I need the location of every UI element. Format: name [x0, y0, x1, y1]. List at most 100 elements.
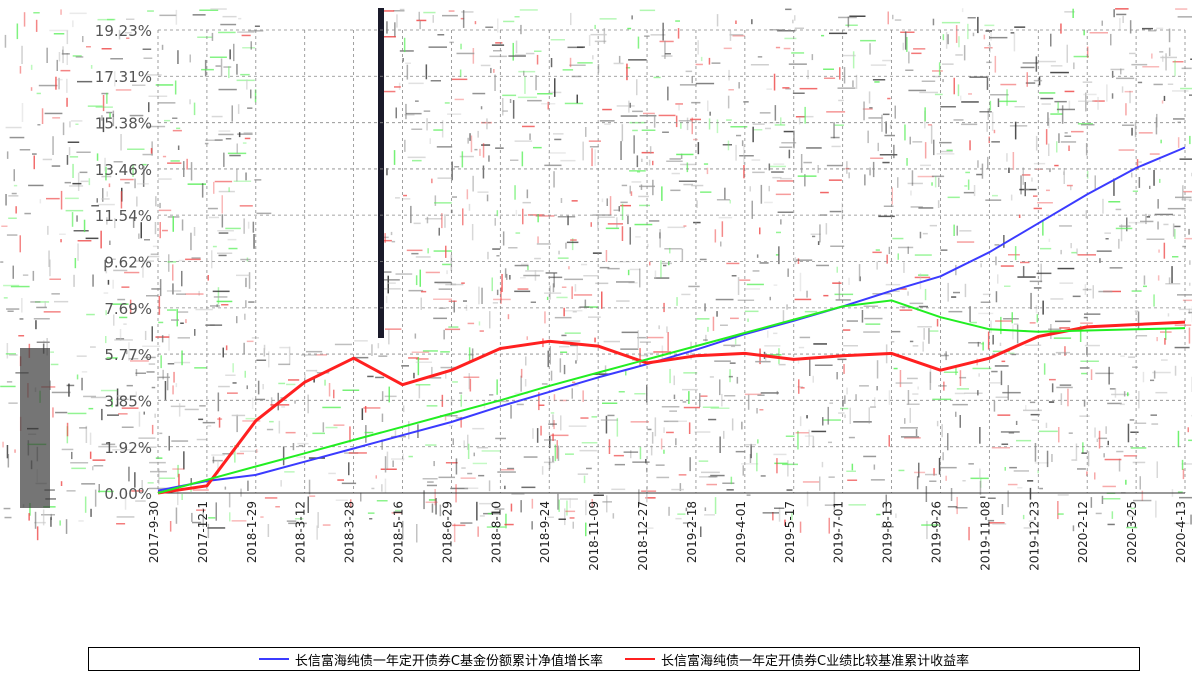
scan-texture-mark	[846, 388, 848, 395]
scan-texture-mark	[565, 310, 583, 312]
scan-texture-mark	[828, 442, 832, 444]
scan-texture-mark	[631, 191, 633, 196]
scan-texture-mark	[181, 271, 183, 286]
scan-texture-mark	[520, 277, 526, 279]
scan-texture-mark	[1119, 18, 1121, 30]
scan-texture-mark	[634, 393, 645, 395]
scan-texture-mark	[180, 323, 184, 325]
scan-texture-mark	[1076, 444, 1078, 461]
scan-texture-mark	[7, 381, 12, 383]
scan-texture-mark	[592, 416, 598, 418]
scan-texture-mark	[1115, 8, 1129, 10]
scan-texture-mark	[508, 55, 526, 57]
scan-texture-mark	[560, 160, 575, 162]
scan-texture-mark	[522, 152, 524, 167]
scan-texture-mark	[747, 284, 764, 286]
scan-texture-mark	[67, 423, 69, 437]
scan-texture-mark	[255, 26, 260, 28]
scan-texture-mark	[1056, 352, 1070, 354]
scan-texture-mark	[1154, 84, 1163, 86]
scan-texture-mark	[236, 275, 250, 277]
scan-texture-mark	[984, 25, 994, 27]
scan-texture-mark	[780, 117, 782, 124]
scan-texture-mark	[67, 490, 76, 492]
scan-texture-mark	[1073, 525, 1075, 531]
scan-texture-mark	[537, 236, 539, 243]
scan-texture-mark	[106, 93, 108, 104]
scan-texture-mark	[481, 106, 483, 109]
scan-texture-mark	[245, 173, 247, 181]
scan-texture-mark	[207, 527, 225, 529]
scan-texture-mark	[774, 284, 778, 286]
scan-texture-mark	[560, 415, 562, 430]
scan-texture-mark	[1189, 283, 1191, 286]
scan-texture-mark	[267, 429, 273, 431]
scan-texture-mark	[7, 234, 18, 236]
scan-texture-mark	[101, 198, 109, 200]
scan-texture-mark	[34, 156, 36, 170]
scan-texture-mark	[662, 263, 672, 265]
scan-texture-mark	[461, 467, 465, 469]
scan-texture-mark	[159, 210, 171, 212]
scan-texture-mark	[588, 316, 601, 318]
scan-texture-mark	[797, 431, 799, 450]
scan-texture-mark	[1039, 488, 1043, 490]
scan-texture-mark	[434, 202, 452, 204]
scan-texture-mark	[219, 89, 237, 91]
scan-texture-mark	[1003, 318, 1019, 320]
scan-texture-mark	[21, 298, 23, 313]
scan-texture-mark	[655, 271, 657, 279]
x-tick-label: 2019-11-08	[978, 501, 992, 571]
scan-texture-mark	[844, 415, 846, 418]
scan-texture-mark	[1156, 28, 1163, 30]
scan-texture-mark	[383, 279, 400, 281]
scan-texture-mark	[479, 321, 481, 325]
scan-texture-mark	[600, 18, 617, 20]
scan-texture-mark	[957, 226, 959, 236]
scan-texture-mark	[671, 489, 684, 491]
scan-texture-mark	[1172, 256, 1178, 258]
scan-texture-mark	[52, 117, 60, 119]
scan-texture-mark	[620, 202, 627, 204]
scan-texture-mark	[570, 517, 575, 519]
scan-texture-mark	[827, 165, 843, 167]
scan-texture-mark	[988, 109, 990, 120]
scan-texture-mark	[283, 447, 285, 466]
x-tick-label: 2017-12-1	[196, 501, 210, 563]
scan-texture-mark	[1155, 214, 1173, 216]
scan-texture-mark	[525, 357, 527, 366]
scan-texture-mark	[938, 178, 940, 187]
scan-texture-mark	[995, 244, 1000, 246]
scan-texture-mark	[433, 461, 435, 466]
scan-texture-mark	[1124, 455, 1137, 457]
scan-texture-mark	[829, 33, 847, 35]
scan-texture-mark	[449, 10, 455, 12]
scan-texture-mark	[395, 430, 397, 436]
scan-texture-mark	[593, 252, 602, 254]
scan-texture-mark	[112, 280, 114, 289]
scan-texture-mark	[336, 500, 348, 502]
scan-texture-mark	[572, 200, 578, 202]
scan-texture-mark	[635, 224, 653, 226]
scan-texture-mark	[910, 137, 912, 145]
scan-texture-mark	[1079, 415, 1089, 417]
scan-texture-mark	[125, 182, 130, 184]
scan-texture-mark	[978, 342, 980, 347]
scan-texture-mark	[1035, 443, 1037, 462]
scan-texture-mark	[49, 30, 68, 32]
scan-texture-mark	[383, 288, 401, 290]
scan-texture-mark	[452, 196, 457, 198]
scan-texture-mark	[1093, 285, 1095, 298]
scan-texture-mark	[203, 422, 215, 424]
scan-texture-mark	[662, 55, 673, 57]
scan-texture-mark	[214, 296, 228, 298]
scan-texture-mark	[743, 146, 745, 164]
scan-texture-mark	[12, 193, 17, 195]
scan-texture-mark	[616, 300, 630, 302]
scan-texture-mark	[480, 515, 485, 517]
scan-texture-mark	[69, 121, 71, 127]
scan-texture-mark	[769, 186, 771, 191]
scan-texture-mark	[65, 198, 79, 200]
scan-texture-mark	[210, 57, 227, 59]
scan-texture-mark	[445, 329, 460, 331]
